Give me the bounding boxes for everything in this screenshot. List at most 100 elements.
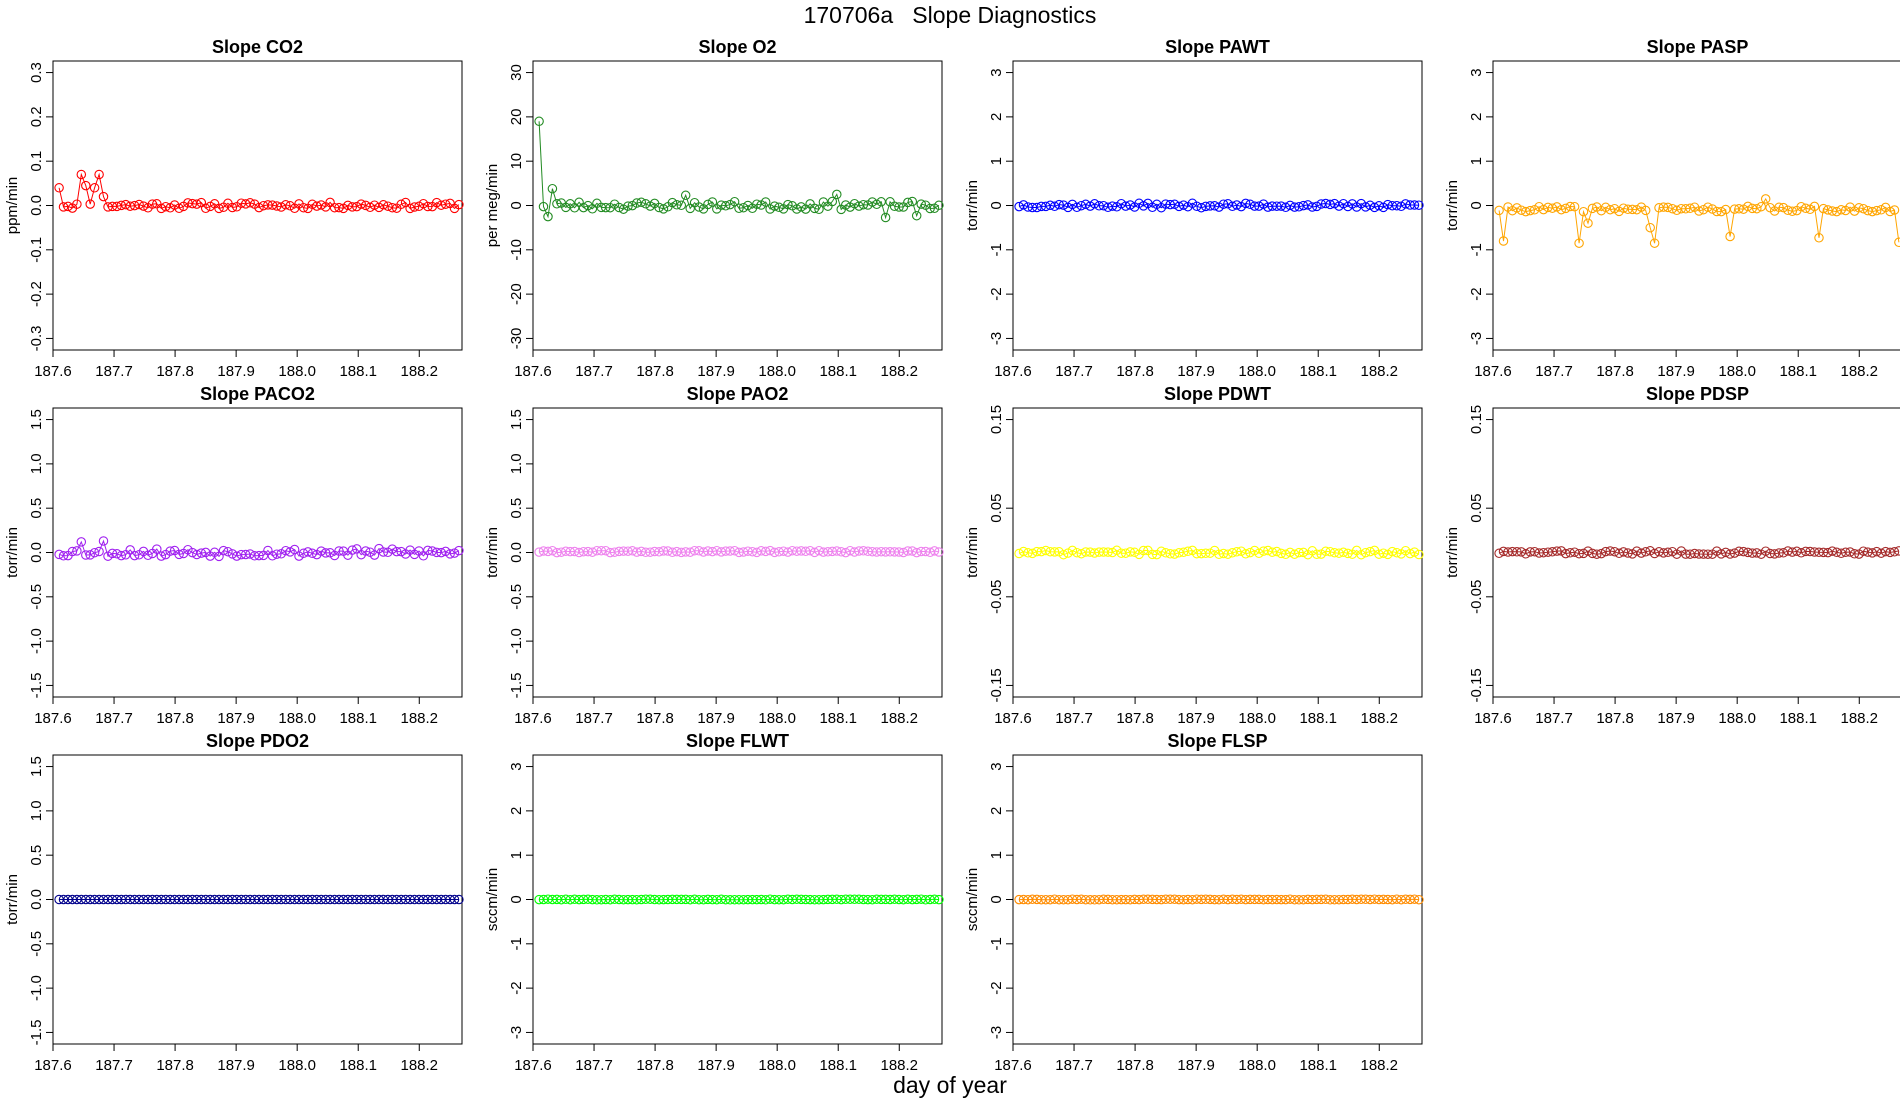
data-point [1027, 548, 1038, 559]
data-point [1494, 205, 1504, 216]
panel-title: Slope PDO2 [206, 731, 309, 751]
x-tick-label: 188.1 [1299, 363, 1337, 380]
data-point [1836, 548, 1846, 559]
x-tick-label: 187.7 [1535, 710, 1573, 727]
y-tick-label: -0.15 [988, 668, 1005, 702]
data-point [578, 202, 589, 213]
data-point [174, 549, 184, 560]
data-point [685, 547, 695, 557]
data-point [1703, 202, 1713, 212]
data-point [1036, 201, 1047, 212]
data-point [1752, 203, 1762, 214]
data-point [858, 546, 869, 556]
data-point [1729, 548, 1740, 558]
data-point [911, 210, 922, 221]
data-point [316, 546, 326, 556]
data-point [836, 547, 846, 557]
data-point [769, 201, 780, 211]
data-point [1525, 547, 1535, 557]
y-tick-label: 3 [1468, 68, 1485, 76]
data-point [89, 547, 100, 558]
data-point [400, 197, 411, 208]
data-point [192, 549, 202, 560]
x-tick-label: 188.2 [1360, 363, 1398, 380]
y-axis-label: torr/min [1444, 180, 1461, 231]
data-point [227, 549, 238, 559]
data-point [1560, 203, 1571, 214]
data-point [72, 199, 82, 209]
x-tick-label: 188.2 [400, 1057, 438, 1074]
x-tick-label: 187.8 [156, 710, 194, 727]
y-tick-label: -1.5 [508, 673, 525, 699]
y-tick-label: -0.5 [28, 931, 45, 957]
data-point [81, 180, 91, 191]
data-point [1658, 548, 1669, 558]
data-point [227, 202, 238, 213]
data-point [1605, 204, 1615, 215]
x-tick-label: 187.9 [217, 1057, 255, 1074]
data-point [1636, 548, 1647, 558]
x-tick-label: 187.6 [994, 363, 1032, 380]
data-point [1538, 204, 1549, 215]
data-point [1294, 547, 1304, 558]
data-point [1414, 894, 1424, 905]
data-point [1125, 547, 1135, 557]
y-tick-label: -0.5 [28, 584, 45, 610]
y-tick-label: 3 [988, 68, 1005, 76]
x-tick-label: 187.8 [1116, 363, 1154, 380]
data-point [534, 547, 544, 557]
data-point [1818, 203, 1829, 214]
data-point [409, 202, 420, 212]
data-point [907, 196, 918, 207]
data-point [1578, 206, 1589, 217]
data-point [1885, 206, 1895, 217]
data-point [858, 199, 869, 210]
data-point [107, 548, 118, 559]
y-tick-label: -2 [988, 981, 1005, 994]
data-point [1391, 547, 1402, 558]
data-point [129, 550, 140, 561]
data-point [423, 545, 433, 556]
data-point [583, 546, 593, 557]
data-point [245, 198, 255, 208]
data-point [1409, 200, 1420, 210]
data-point [1414, 549, 1424, 560]
data-point [1849, 549, 1860, 559]
x-tick-label: 187.9 [697, 710, 735, 727]
y-tick-label: -1.5 [28, 673, 45, 699]
data-point [1089, 199, 1100, 209]
data-point [1867, 206, 1878, 217]
y-tick-label: 2 [988, 113, 1005, 121]
data-point [1694, 206, 1704, 216]
data-point [796, 202, 806, 212]
data-point [1605, 546, 1615, 556]
data-point [614, 202, 624, 213]
data-point [307, 199, 318, 210]
data-point [1120, 201, 1131, 211]
data-point [609, 547, 620, 557]
data-point [316, 200, 326, 210]
y-tick-label: 0.05 [988, 494, 1005, 523]
plot-frame [1012, 407, 1423, 698]
data-point [743, 546, 753, 556]
data-point [1894, 546, 1900, 556]
data-point [289, 544, 300, 555]
data-point [63, 201, 73, 212]
data-point [1738, 546, 1749, 557]
data-point [769, 547, 780, 558]
data-point [1552, 546, 1562, 556]
data-point [1365, 546, 1375, 557]
x-tick-label: 187.6 [34, 363, 72, 380]
panel-title: Slope PAO2 [687, 384, 789, 404]
data-point [1245, 547, 1255, 558]
data-point [81, 550, 91, 560]
x-tick-label: 188.2 [400, 710, 438, 727]
data-point [1067, 545, 1078, 556]
y-tick-label: 1 [1468, 157, 1485, 165]
data-point [58, 202, 69, 212]
panel-title: Slope PAWT [1165, 37, 1270, 57]
x-tick-label: 187.8 [156, 1057, 194, 1074]
data-point [840, 200, 851, 210]
data-point [1160, 548, 1171, 558]
